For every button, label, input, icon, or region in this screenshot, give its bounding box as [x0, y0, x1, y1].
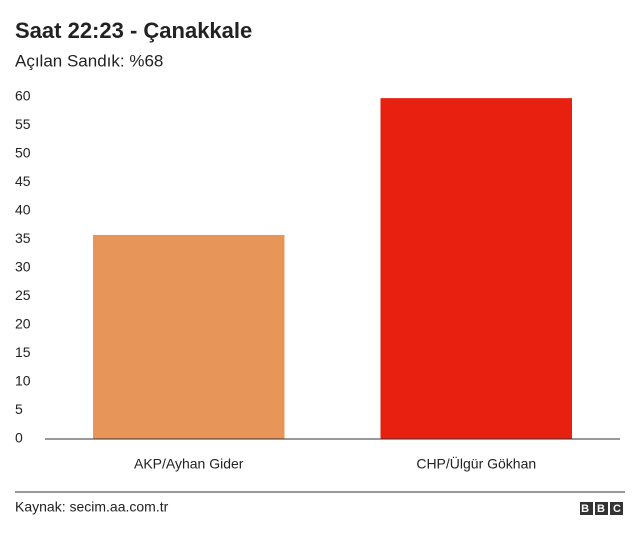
chart-title: Saat 22:23 - Çanakkale	[15, 18, 252, 43]
x-tick-label: AKP/Ayhan Gider	[134, 456, 244, 472]
logo	[580, 502, 623, 515]
y-tick-label: 35	[15, 230, 31, 246]
y-tick-label: 0	[15, 430, 23, 446]
y-tick-label: 45	[15, 173, 31, 189]
x-tick-label: CHP/Ülgür Gökhan	[416, 455, 536, 472]
y-tick-label: 55	[15, 116, 31, 132]
y-tick-label: 50	[15, 145, 31, 161]
y-tick-label: 20	[15, 316, 31, 332]
y-tick-label: 15	[15, 344, 31, 360]
source: Kaynak: secim.aa.com.tr	[15, 499, 169, 515]
y-tick-label: 10	[15, 373, 31, 389]
bar	[93, 234, 285, 439]
y-tick-label: 5	[15, 401, 23, 417]
y-tick-label: 40	[15, 202, 31, 218]
y-tick-label: 60	[15, 88, 31, 104]
bar	[380, 98, 572, 439]
y-tick-label: 30	[15, 259, 31, 275]
y-tick-label: 25	[15, 287, 31, 303]
chart-subtitle: Açılan Sandık: %68	[15, 51, 163, 70]
logo-text: BBC	[581, 503, 629, 515]
